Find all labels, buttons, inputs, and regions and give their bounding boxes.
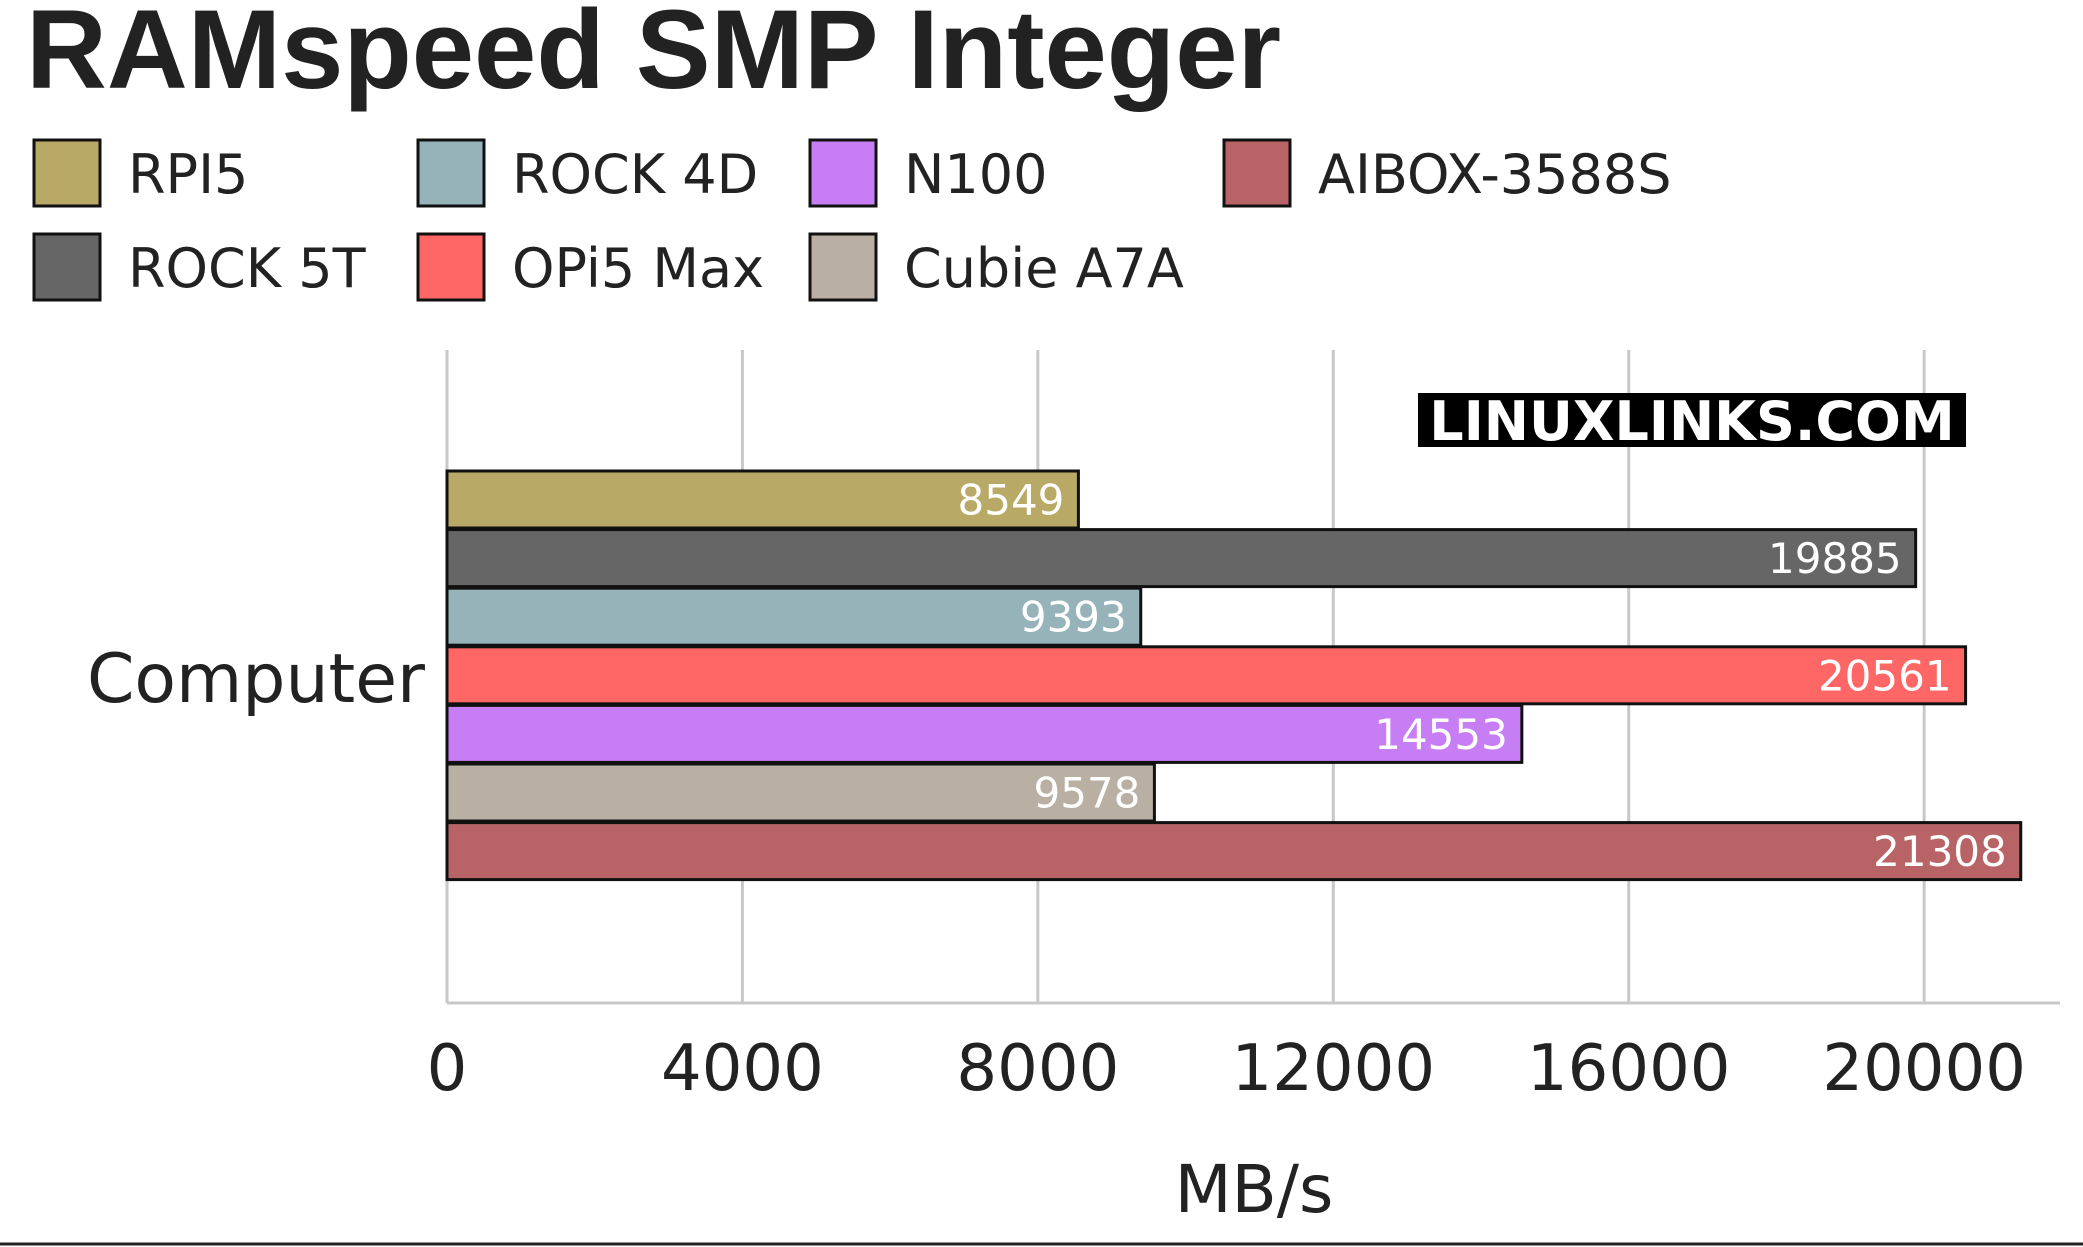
legend-item-rpi5: RPI5 <box>32 138 248 208</box>
bar-labels: 8549 19885 9393 20561 14553 9578 21308 <box>958 476 2007 877</box>
legend-item-rock-5t: ROCK 5T <box>32 232 367 302</box>
x-tick-label-8000: 8000 <box>956 1032 1119 1106</box>
bars <box>445 469 2023 882</box>
legend-swatch-opi5-max <box>416 232 486 302</box>
legend-swatch-rock-4d <box>416 138 486 208</box>
bar-value-label-cubie-a7a: 9578 <box>1034 769 1141 818</box>
x-axis-title: MB/s <box>1175 1151 1334 1228</box>
bar-opi5-max <box>445 645 1968 706</box>
legend-label-aibox-3588s: AIBOX-3588S <box>1318 143 1672 206</box>
legend-label-rock-5t: ROCK 5T <box>128 237 367 300</box>
bar-value-label-n100: 14553 <box>1374 710 1508 759</box>
x-tick-label-16000: 16000 <box>1527 1032 1731 1106</box>
legend-swatch-cubie-a7a <box>808 232 878 302</box>
legend: RPI5 ROCK 4D N100 AIBOX-3588S ROCK 5T OPi5 Ma… <box>32 138 1672 302</box>
bar-value-label-rpi5: 8549 <box>958 476 1065 525</box>
bar-value-label-opi5-max: 20561 <box>1818 651 1952 700</box>
legend-label-rpi5: RPI5 <box>128 143 248 206</box>
bar-value-label-rock-5t: 19885 <box>1768 534 1902 583</box>
bar-rock-5t <box>445 528 1918 589</box>
bar-value-label-aibox-3588s: 21308 <box>1873 827 2007 876</box>
legend-item-cubie-a7a: Cubie A7A <box>808 232 1184 302</box>
watermark-text: LINUXLINKS.COM <box>1429 390 1954 453</box>
bar-rpi5 <box>445 469 1080 530</box>
chart-title: RAMspeed SMP Integer <box>26 0 1281 112</box>
legend-label-n100: N100 <box>904 143 1047 206</box>
legend-label-cubie-a7a: Cubie A7A <box>904 237 1184 300</box>
x-axis-ticks: 0 4000 8000 12000 16000 20000 <box>427 1032 2026 1106</box>
bar-n100 <box>445 703 1524 764</box>
legend-swatch-rock-5t <box>32 232 102 302</box>
legend-swatch-aibox-3588s <box>1222 138 1292 208</box>
legend-label-rock-4d: ROCK 4D <box>512 143 758 206</box>
bar-aibox-3588s <box>445 821 2023 882</box>
legend-item-n100: N100 <box>808 138 1047 208</box>
x-tick-label-12000: 12000 <box>1231 1032 1435 1106</box>
x-tick-label-4000: 4000 <box>661 1032 824 1106</box>
bar-value-label-rock-4d: 9393 <box>1020 593 1127 642</box>
legend-label-opi5-max: OPi5 Max <box>512 237 764 300</box>
legend-swatch-rpi5 <box>32 138 102 208</box>
x-tick-label-0: 0 <box>427 1032 468 1106</box>
category-label: Computer <box>87 640 425 719</box>
legend-item-rock-4d: ROCK 4D <box>416 138 758 208</box>
bar-cubie-a7a <box>445 762 1156 823</box>
watermark: LINUXLINKS.COM <box>1418 390 1966 453</box>
legend-swatch-n100 <box>808 138 878 208</box>
watermark-background <box>1418 393 1966 447</box>
bar-rock-4d <box>445 586 1143 647</box>
legend-item-aibox-3588s: AIBOX-3588S <box>1222 138 1672 208</box>
x-tick-label-20000: 20000 <box>1822 1032 2026 1106</box>
legend-item-opi5-max: OPi5 Max <box>416 232 764 302</box>
